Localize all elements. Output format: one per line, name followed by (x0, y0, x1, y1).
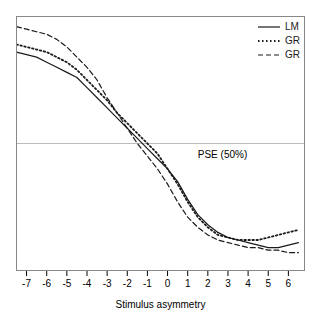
svg-text:PSE (50%): PSE (50%) (198, 149, 247, 160)
svg-text:Stimulus asymmetry: Stimulus asymmetry (115, 299, 205, 310)
svg-text:-4: -4 (83, 278, 92, 289)
svg-text:0: 0 (165, 278, 171, 289)
svg-text:6: 6 (286, 278, 292, 289)
svg-text:4: 4 (245, 278, 251, 289)
svg-text:-2: -2 (123, 278, 132, 289)
svg-text:3: 3 (225, 278, 231, 289)
html-text:GR: GR (285, 35, 300, 46)
svg-text:5: 5 (265, 278, 271, 289)
svg-text:-1: -1 (143, 278, 152, 289)
svg-text:-5: -5 (62, 278, 71, 289)
svg-text:1: 1 (185, 278, 191, 289)
svg-text:2: 2 (205, 278, 211, 289)
svg-text:-6: -6 (42, 278, 51, 289)
html-text:LM: LM (285, 21, 299, 32)
html-text:GR: GR (285, 49, 300, 60)
svg-text:-3: -3 (103, 278, 112, 289)
svg-text:-7: -7 (22, 278, 31, 289)
